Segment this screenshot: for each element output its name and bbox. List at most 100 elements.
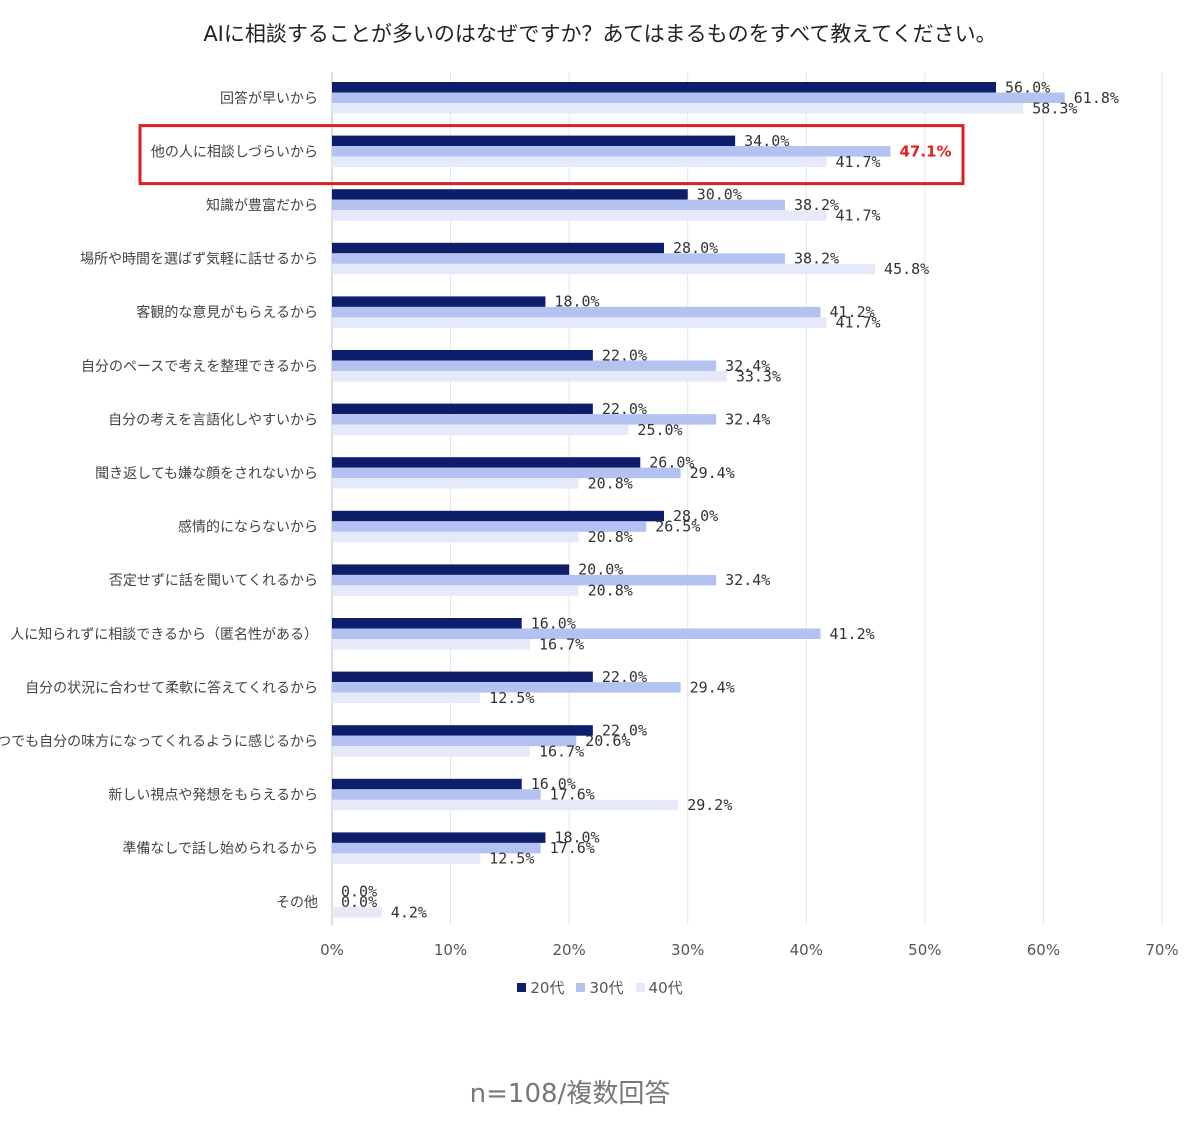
- x-tick-label: 50%: [908, 941, 941, 959]
- category-label: 自分の考えを言語化しやすいから: [108, 412, 318, 428]
- data-label: 28.0%: [673, 239, 718, 257]
- data-label: 22.0%: [602, 721, 647, 739]
- bar: [332, 478, 579, 489]
- data-label: 32.4%: [725, 357, 770, 375]
- x-tick-label: 20%: [552, 941, 585, 959]
- data-label: 41.2%: [830, 303, 875, 321]
- bar: [332, 317, 827, 328]
- bar: [332, 263, 876, 275]
- legend-swatch: [517, 983, 527, 992]
- category-label: 客観的な意見がもらえるから: [136, 304, 318, 321]
- data-label: 18.0%: [554, 293, 599, 311]
- data-label: 22.0%: [602, 346, 647, 364]
- data-label: 17.6%: [550, 786, 595, 804]
- bar: [332, 510, 664, 522]
- data-label: 0.0%: [341, 882, 377, 900]
- bar: [332, 628, 821, 639]
- data-label: 16.7%: [539, 635, 584, 653]
- data-label: 29.4%: [690, 464, 735, 482]
- bar: [332, 189, 688, 200]
- bar: [332, 692, 481, 704]
- bar: [332, 907, 382, 918]
- data-label: 12.5%: [489, 850, 534, 868]
- category-label: 回答が早いから: [220, 90, 318, 107]
- category-label: 自分のペースで考えを整理できるから: [81, 359, 318, 375]
- data-label: 28.0%: [673, 507, 718, 525]
- data-label: 26.5%: [655, 518, 700, 536]
- data-label: 16.0%: [531, 775, 576, 793]
- category-labels: 回答が早いから他の人に相談しづらいから知識が豊富だから場所や時間を選ばず気軽に話…: [0, 90, 318, 911]
- data-label: 45.8%: [884, 260, 929, 278]
- data-label: 22.0%: [602, 400, 647, 418]
- data-label: 12.5%: [489, 689, 534, 707]
- data-label: 38.2%: [794, 250, 839, 268]
- data-label: 41.7%: [835, 153, 880, 171]
- bar: [332, 467, 681, 479]
- x-tick-label: 40%: [790, 941, 823, 959]
- bar: [332, 725, 593, 736]
- bar: [332, 350, 593, 361]
- category-label: 知識が豊富だから: [206, 197, 318, 214]
- data-label: 20.8%: [588, 474, 633, 492]
- data-label: 18.0%: [554, 829, 599, 847]
- data-label: 41.7%: [835, 314, 880, 332]
- data-label: 32.4%: [725, 410, 770, 428]
- x-tick-label: 0%: [320, 941, 344, 959]
- bar: [332, 146, 891, 157]
- legend-item: 30代: [576, 977, 624, 998]
- bar: [332, 210, 827, 221]
- bar: [332, 135, 736, 147]
- bar: [332, 360, 717, 371]
- bar-series: [332, 82, 1065, 918]
- x-tick-label: 70%: [1145, 941, 1178, 959]
- bar: [332, 242, 664, 254]
- legend-item: 20代: [517, 977, 564, 998]
- data-label: 47.1%: [899, 142, 951, 160]
- bar: [332, 531, 579, 543]
- category-label: 場所や時間を選ばず気軽に話せるから: [80, 251, 318, 268]
- data-label: 61.8%: [1074, 89, 1119, 107]
- bar: [332, 306, 821, 318]
- data-label: 16.7%: [539, 742, 584, 760]
- category-label: 人に知られずに相談できるから（匿名性がある）: [10, 626, 318, 643]
- bar: [332, 156, 827, 168]
- bar: [332, 639, 531, 650]
- data-label: 4.2%: [391, 903, 427, 921]
- legend-swatch: [576, 983, 586, 992]
- bar: [332, 103, 1024, 114]
- data-label: 20.8%: [588, 582, 633, 600]
- data-label: 29.4%: [690, 678, 735, 696]
- data-label: 20.0%: [578, 561, 623, 579]
- category-label: いつでも自分の味方になってくれるように感じるから: [0, 733, 318, 750]
- bar: [332, 682, 681, 693]
- chart-legend: 20代 30代 40代: [0, 977, 1200, 998]
- highlight-annotation: [138, 124, 965, 186]
- data-label: 26.0%: [649, 453, 694, 471]
- data-label: 17.6%: [550, 839, 595, 857]
- chart-title: AIに相談することが多いのはなぜですか？あてはまるものをすべて教えてください。: [203, 22, 997, 46]
- bar: [332, 564, 570, 575]
- data-label: 0.0%: [341, 893, 377, 911]
- legend-swatch: [635, 983, 645, 992]
- x-tick-label: 10%: [434, 941, 467, 959]
- bar: [332, 832, 546, 843]
- data-label: 32.4%: [725, 571, 770, 589]
- bar: [332, 746, 531, 757]
- legend-label: 40代: [648, 979, 683, 997]
- category-label: 他の人に相談しづらいから: [151, 144, 318, 160]
- bar: [332, 618, 522, 629]
- x-tick-label: 30%: [671, 941, 704, 959]
- bar: [332, 199, 785, 211]
- legend-label: 20代: [530, 979, 565, 997]
- bar: [332, 424, 629, 436]
- highlight-box: [138, 124, 965, 186]
- category-label: 新しい視点や発想をもらえるから: [108, 788, 318, 804]
- bar: [332, 403, 593, 415]
- x-tick-label: 60%: [1027, 941, 1060, 959]
- data-label: 41.2%: [830, 625, 875, 643]
- data-labels: 56.0% 61.8%58.3% 34.0% 47.1% 41.7% 30.0% 38.2%…: [341, 78, 1119, 921]
- x-axis: 0% 10% 20% 30% 40% 50% 60% 70%: [320, 941, 1179, 959]
- data-label: 30.0%: [697, 185, 742, 203]
- category-label: 自分の状況に合わせて柔軟に答えてくれるから: [25, 679, 318, 696]
- category-label: 聞き返しても嫌な顔をされないから: [95, 466, 318, 482]
